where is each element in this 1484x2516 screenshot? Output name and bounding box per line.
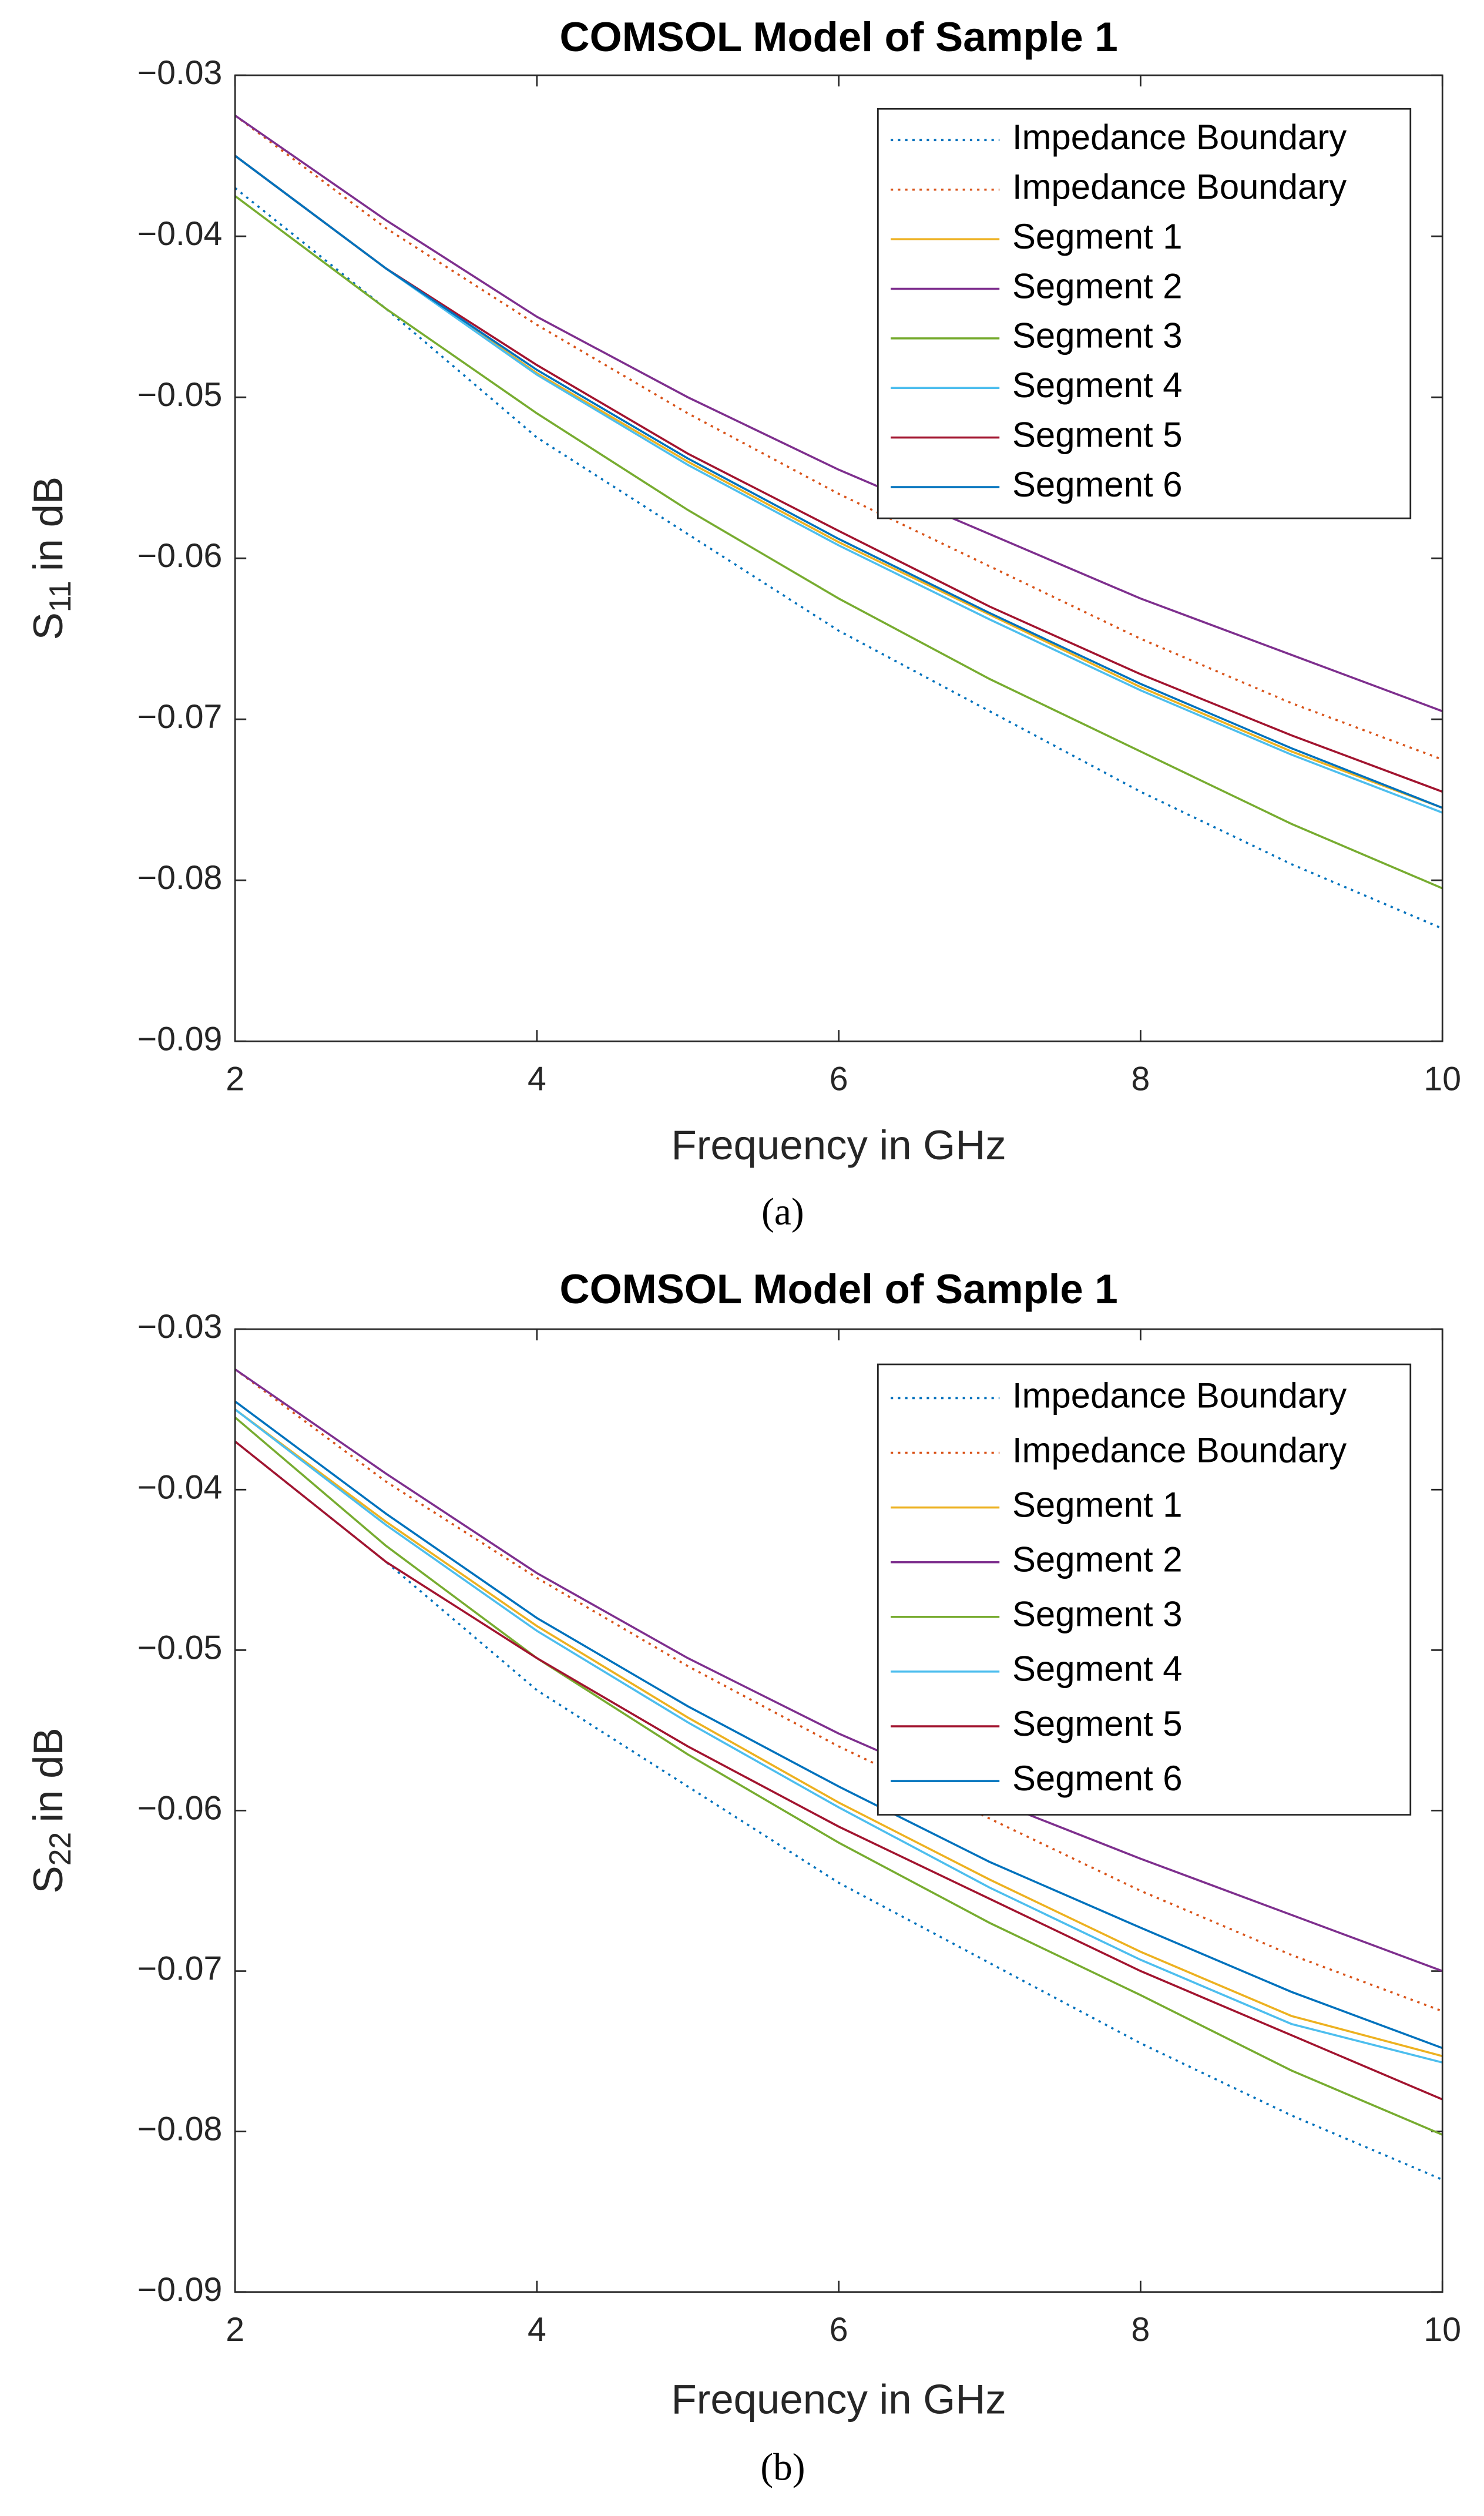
- y-axis-label: S22 in dB: [25, 1727, 77, 1893]
- y-label-rest: in dB: [25, 477, 71, 571]
- y-tick-label: −0.05: [137, 376, 223, 414]
- x-tick-label: 4: [528, 1060, 546, 1098]
- x-tick-label: 2: [226, 2311, 244, 2349]
- caption: (a): [761, 1191, 804, 1233]
- y-label-main: S: [25, 1866, 71, 1893]
- y-tick-label: −0.05: [137, 1629, 223, 1666]
- series-line: [234, 155, 1443, 814]
- x-tick-label: 10: [1423, 1060, 1461, 1098]
- x-axis-label: Frequency in GHz: [672, 2376, 1006, 2422]
- legend-label: Segment 2: [1012, 266, 1183, 306]
- series-line: [234, 1416, 1443, 2136]
- series-line: [234, 115, 1443, 713]
- y-tick-label: −0.07: [137, 698, 223, 736]
- series-line: [234, 1408, 1443, 2064]
- series-line: [234, 155, 1443, 793]
- y-tick-label: −0.08: [137, 859, 223, 897]
- y-tick-label: −0.04: [137, 1468, 223, 1506]
- y-tick-label: −0.09: [137, 2271, 223, 2309]
- chart-title: COMSOL Model of Sample 1: [560, 1266, 1118, 1312]
- y-tick-label: −0.03: [137, 54, 223, 92]
- legend-label: Segment 3: [1012, 316, 1183, 355]
- chart: COMSOL Model of Sample 1 2 4 6 8 10 −0.09 −0.08…: [25, 14, 1461, 1233]
- series-line: [234, 1408, 1443, 2058]
- x-tick-label: 2: [226, 1060, 244, 1098]
- x-axis-label: Frequency in GHz: [672, 1122, 1006, 1168]
- y-label-sub: 22: [43, 1832, 77, 1866]
- y-label-main: S: [25, 612, 71, 640]
- legend-label: Segment 4: [1012, 365, 1183, 405]
- x-tick-label: 8: [1132, 1060, 1150, 1098]
- axes-box: [234, 74, 1443, 1042]
- y-tick-label: −0.04: [137, 215, 223, 253]
- legend-box: [877, 1363, 1412, 1816]
- legend-label: Segment 3: [1012, 1595, 1183, 1634]
- y-axis-label: S11 in dB: [25, 477, 77, 640]
- x-tick-label: 8: [1132, 2311, 1150, 2349]
- legend-label: Impedance Boundary: [1012, 118, 1347, 157]
- caption: (b): [760, 2447, 805, 2489]
- legend-label: Segment 1: [1012, 217, 1183, 256]
- legend-label: Impedance Boundary: [1012, 1376, 1347, 1415]
- y-tick-label: −0.06: [137, 537, 223, 575]
- legend-label: Segment 1: [1012, 1485, 1183, 1524]
- series-line: [234, 195, 1443, 890]
- series-line: [234, 1368, 1443, 1972]
- y-label-sub: 11: [43, 581, 77, 613]
- x-tick-label: 6: [830, 1060, 848, 1098]
- y-tick-label: −0.03: [137, 1308, 223, 1346]
- y-tick-label: −0.07: [137, 1950, 223, 1988]
- y-tick-label: −0.09: [137, 1020, 223, 1058]
- series-line: [234, 1368, 1443, 2012]
- y-label-rest: in dB: [25, 1727, 71, 1822]
- legend-label: Impedance Boundary: [1012, 1430, 1347, 1470]
- legend-label: Impedance Boundary: [1012, 167, 1347, 207]
- chart: COMSOL Model of Sample 1 2 4 6 8 10 −0.09 −0.08…: [25, 1266, 1461, 2488]
- series-line: [234, 1440, 1443, 2101]
- legend-box: [877, 108, 1412, 519]
- chart-title: COMSOL Model of Sample 1: [560, 14, 1118, 60]
- x-tick-label: 4: [528, 2311, 546, 2349]
- legend-label: Segment 6: [1012, 465, 1183, 504]
- y-tick-label: −0.06: [137, 1790, 223, 1827]
- series-line: [234, 115, 1443, 761]
- series-line: [234, 1400, 1443, 2049]
- series-line: [234, 155, 1443, 809]
- series-line: [234, 187, 1443, 930]
- legend-label: Segment 6: [1012, 1759, 1183, 1798]
- series-line: [234, 1440, 1443, 2181]
- legend-label: Segment 4: [1012, 1649, 1183, 1689]
- legend-label: Segment 5: [1012, 1704, 1183, 1743]
- y-tick-label: −0.08: [137, 2111, 223, 2148]
- legend-label: Segment 2: [1012, 1540, 1183, 1579]
- x-tick-label: 6: [830, 2311, 848, 2349]
- axes-box: [234, 1328, 1443, 2293]
- legend-label: Segment 5: [1012, 415, 1183, 454]
- x-tick-label: 10: [1423, 2311, 1461, 2349]
